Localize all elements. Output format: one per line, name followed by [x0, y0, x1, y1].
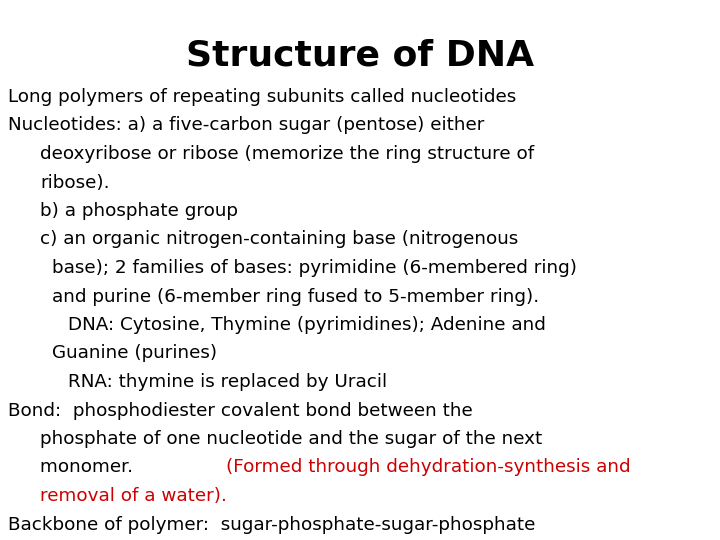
Text: Bond:  phosphodiester covalent bond between the: Bond: phosphodiester covalent bond betwe…	[8, 402, 473, 420]
Text: deoxyribose or ribose (memorize the ring structure of: deoxyribose or ribose (memorize the ring…	[40, 145, 534, 163]
Text: RNA: thymine is replaced by Uracil: RNA: thymine is replaced by Uracil	[68, 373, 387, 391]
Text: ribose).: ribose).	[40, 173, 109, 192]
Text: Nucleotides: a) a five-carbon sugar (pentose) either: Nucleotides: a) a five-carbon sugar (pen…	[8, 117, 485, 134]
Text: Backbone of polymer:  sugar-phosphate-sugar-phosphate: Backbone of polymer: sugar-phosphate-sug…	[8, 516, 536, 534]
Text: Long polymers of repeating subunits called nucleotides: Long polymers of repeating subunits call…	[8, 88, 516, 106]
Text: c) an organic nitrogen-containing base (nitrogenous: c) an organic nitrogen-containing base (…	[40, 231, 518, 248]
Text: Structure of DNA: Structure of DNA	[186, 38, 534, 72]
Text: phosphate of one nucleotide and the sugar of the next: phosphate of one nucleotide and the suga…	[40, 430, 542, 448]
Text: removal of a water).: removal of a water).	[40, 487, 227, 505]
Text: base); 2 families of bases: pyrimidine (6-membered ring): base); 2 families of bases: pyrimidine (…	[52, 259, 577, 277]
Text: (Formed through dehydration-synthesis and: (Formed through dehydration-synthesis an…	[226, 458, 631, 476]
Text: DNA: Cytosine, Thymine (pyrimidines); Adenine and: DNA: Cytosine, Thymine (pyrimidines); Ad…	[68, 316, 546, 334]
Text: b) a phosphate group: b) a phosphate group	[40, 202, 238, 220]
Text: monomer.: monomer.	[40, 458, 145, 476]
Text: and purine (6-member ring fused to 5-member ring).: and purine (6-member ring fused to 5-mem…	[52, 287, 539, 306]
Text: Guanine (purines): Guanine (purines)	[52, 345, 217, 362]
